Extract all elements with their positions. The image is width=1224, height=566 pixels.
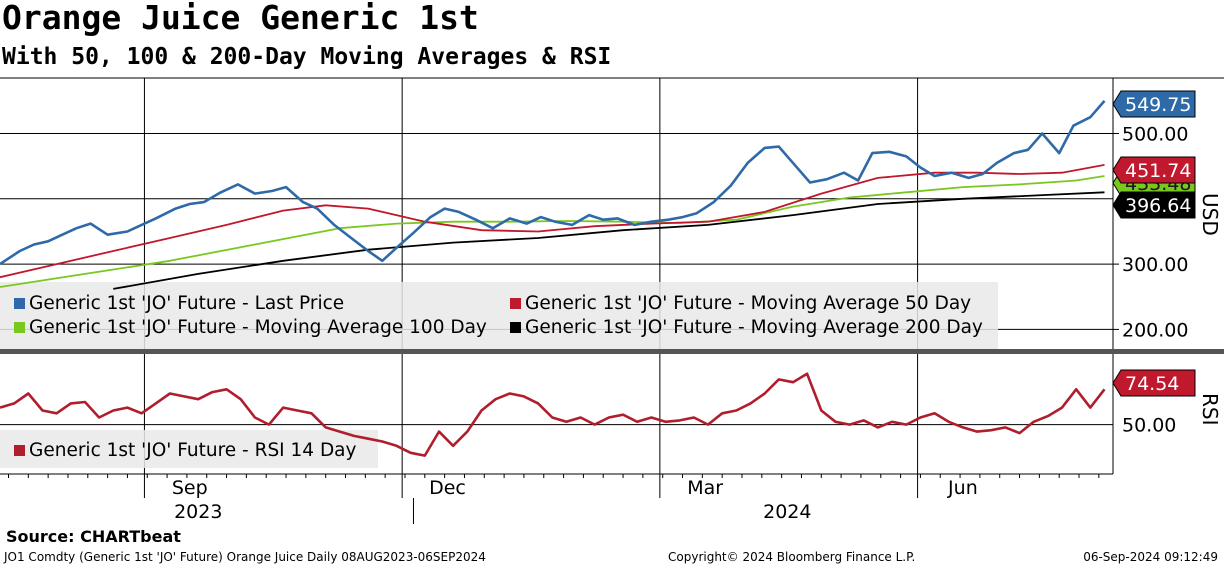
legend-last-price: Generic 1st 'JO' Future - Last Price bbox=[29, 293, 344, 314]
rsi-line bbox=[0, 372, 1106, 457]
footer-copyright: Copyright© 2024 Bloomberg Finance L.P. bbox=[668, 550, 916, 564]
legend-rsi-swatch bbox=[14, 445, 25, 456]
last-price-flag-bg bbox=[1112, 90, 1196, 118]
x-month-label: Sep bbox=[172, 477, 208, 499]
ma50-last-flag: 451.74 bbox=[1125, 160, 1191, 182]
price-ytick-label: 500.00 bbox=[1122, 124, 1188, 146]
price-legend-box bbox=[0, 282, 998, 350]
last-price-line bbox=[0, 100, 1106, 266]
rsi-legend-box bbox=[0, 430, 378, 468]
legend-last-price-swatch bbox=[14, 298, 25, 309]
rsi-axis-title: RSI bbox=[1198, 393, 1222, 426]
rsi-last-flag-bg bbox=[1112, 369, 1196, 397]
footer-timestamp: 06-Sep-2024 09:12:49 bbox=[1083, 550, 1218, 564]
rsi-ytick-label: 50.00 bbox=[1122, 415, 1176, 437]
x-month-label: Dec bbox=[429, 477, 466, 499]
ma200-line bbox=[113, 191, 1105, 290]
chart-title: Orange Juice Generic 1st bbox=[2, 0, 479, 37]
rsi-panel: 50.00 RSI 74.54 Generic 1st 'JO' Future - R… bbox=[0, 354, 1222, 474]
source-label: Source: CHARTbeat bbox=[6, 527, 181, 546]
legend-ma200-swatch bbox=[510, 322, 521, 333]
price-ytick-label: 200.00 bbox=[1122, 319, 1188, 341]
ma50-last-flag-bg bbox=[1112, 156, 1196, 184]
price-panel: 200.00300.00500.00USD433.48549.75451.743… bbox=[0, 77, 1224, 354]
panel-divider bbox=[0, 349, 1224, 354]
footer-ticker-info: JO1 Comdty (Generic 1st 'JO' Future) Ora… bbox=[4, 550, 486, 564]
price-axis-title: USD bbox=[1198, 193, 1222, 236]
legend-ma50: Generic 1st 'JO' Future - Moving Average… bbox=[525, 293, 971, 314]
x-year-label: 2023 bbox=[174, 501, 222, 523]
x-month-label: Jun bbox=[947, 477, 978, 499]
chart-subtitle: With 50, 100 & 200-Day Moving Averages &… bbox=[2, 44, 612, 70]
last-price-flag: 549.75 bbox=[1125, 94, 1191, 116]
ma100-line bbox=[0, 175, 1105, 288]
ma200-last-flag: 396.64 bbox=[1125, 195, 1191, 217]
x-axis: Sep Dec Mar Jun 2023 2024 bbox=[0, 473, 1113, 524]
legend-ma100-swatch bbox=[14, 322, 25, 333]
price-ytick-label: 300.00 bbox=[1122, 254, 1188, 276]
legend-ma100: Generic 1st 'JO' Future - Moving Average… bbox=[29, 317, 487, 338]
legend-rsi: Generic 1st 'JO' Future - RSI 14 Day bbox=[29, 440, 357, 461]
legend-ma200: Generic 1st 'JO' Future - Moving Average… bbox=[525, 317, 983, 338]
x-month-label: Mar bbox=[687, 477, 723, 499]
ma200-last-flag-bg bbox=[1112, 191, 1196, 219]
legend-ma50-swatch bbox=[510, 298, 521, 309]
x-year-label: 2024 bbox=[763, 501, 811, 523]
rsi-last-flag: 74.54 bbox=[1125, 373, 1179, 395]
